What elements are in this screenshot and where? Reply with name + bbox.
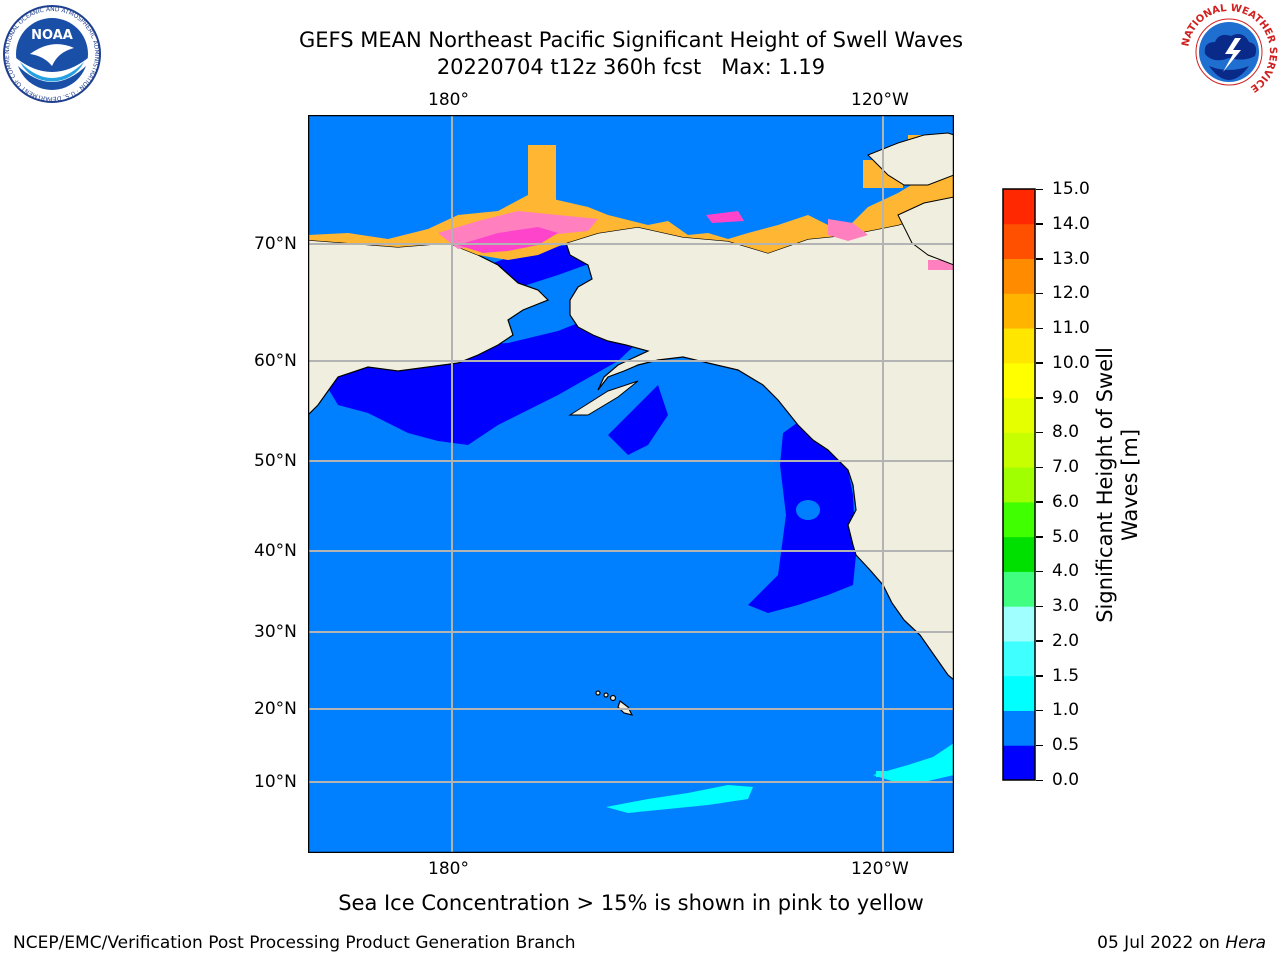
colorbar-segment	[1003, 223, 1035, 260]
footer-credit: NCEP/EMC/Verification Post Processing Pr…	[13, 933, 576, 953]
lat-label-70n: 70°N	[254, 234, 297, 254]
svg-text:NOAA: NOAA	[31, 28, 73, 43]
cyan-swell-regions	[606, 743, 954, 813]
colorbar-tick-label: 10.0	[1052, 352, 1090, 373]
colorbar-tick-mark	[1036, 640, 1043, 642]
graticule	[308, 115, 954, 853]
sea-ice-caption: Sea Ice Concentration > 15% is shown in …	[338, 891, 924, 915]
chart-subtitle: 20220704 t12z 360h fcst Max: 1.19	[436, 55, 826, 79]
colorbar-segment	[1003, 536, 1035, 572]
colorbar-tick-mark	[1036, 188, 1043, 190]
colorbar-tick-label: 11.0	[1052, 318, 1090, 339]
colorbar-segment	[1003, 606, 1035, 642]
noaa-logo: NOAA NATIONAL OCEANIC AND ATMOSPHERIC AD…	[2, 4, 101, 103]
colorbar-tick-mark	[1036, 744, 1043, 747]
top-lon-label-180: 180°	[428, 90, 469, 110]
colorbar-segment	[1003, 432, 1035, 468]
footer-host: Hera	[1225, 933, 1266, 953]
lat-label-30n: 30°N	[254, 622, 297, 642]
colorbar-tick-mark	[1036, 223, 1043, 225]
colorbar-tick-mark	[1036, 709, 1043, 712]
nws-logo: NATIONAL WEATHER SERVICE	[1180, 3, 1278, 100]
colorbar-tick-label: 6.0	[1052, 491, 1080, 512]
colorbar-tick-label: 4.0	[1052, 561, 1080, 582]
colorbar-segment	[1003, 258, 1035, 294]
colorbar-tick-mark	[1036, 466, 1043, 469]
colorbar-tick-mark	[1036, 501, 1043, 503]
lat-label-20n: 20°N	[254, 699, 297, 719]
lat-label-40n: 40°N	[254, 541, 297, 561]
bottom-lon-label-120w: 120°W	[851, 859, 909, 879]
bottom-lon-label-180: 180°	[428, 859, 469, 879]
colorbar-segment	[1003, 293, 1035, 329]
colorbar-segment	[1003, 328, 1035, 364]
colorbar-tick-mark	[1036, 258, 1043, 260]
colorbar-tick-label: 12.0	[1052, 283, 1090, 304]
colorbar-tick-mark	[1036, 536, 1043, 538]
colorbar-tick-mark	[1036, 779, 1043, 781]
colorbar-tick-mark	[1036, 327, 1043, 330]
map-panel	[308, 115, 954, 853]
top-lon-label-120w: 120°W	[851, 90, 909, 110]
map-frame	[308, 115, 954, 853]
colorbar-segment	[1003, 640, 1035, 677]
colorbar-tick-label: 0.0	[1052, 770, 1080, 790]
colorbar-tick-label: 14.0	[1052, 213, 1090, 234]
colorbar	[1002, 188, 1036, 781]
colorbar-tick-mark	[1036, 605, 1043, 608]
colorbar-segment	[1003, 571, 1035, 607]
colorbar-tick-mark	[1036, 397, 1043, 399]
colorbar-tick-label: 1.0	[1052, 700, 1080, 721]
colorbar-tick-label: 13.0	[1052, 248, 1090, 269]
colorbar-tick-label: 9.0	[1052, 387, 1080, 408]
colorbar-tick-label: 5.0	[1052, 526, 1080, 547]
lat-label-10n: 10°N	[254, 772, 297, 792]
colorbar-tick-mark	[1036, 570, 1043, 573]
footer-date: 05 Jul 2022 on Hera	[1097, 933, 1266, 953]
colorbar-tick-label: 15.0	[1052, 179, 1090, 199]
colorbar-tick-label: 7.0	[1052, 457, 1080, 478]
colorbar-segment	[1003, 675, 1035, 711]
colorbar-tick-label: 1.5	[1052, 665, 1080, 686]
colorbar-segment	[1003, 745, 1035, 781]
footer-date-text: 05 Jul 2022 on	[1097, 933, 1226, 953]
colorbar-tick-label: 0.5	[1052, 735, 1080, 756]
lat-label-60n: 60°N	[254, 351, 297, 371]
colorbar-segment	[1003, 467, 1035, 503]
colorbar-tick-mark	[1036, 675, 1043, 677]
colorbar-segment	[1003, 501, 1035, 538]
colorbar-segment	[1003, 362, 1035, 399]
colorbar-tick-mark	[1036, 292, 1043, 295]
colorbar-tick-label: 2.0	[1052, 630, 1080, 651]
colorbar-tick-mark	[1036, 362, 1043, 364]
colorbar-tick-label: 3.0	[1052, 596, 1080, 617]
lat-label-50n: 50°N	[254, 451, 297, 471]
chart-title: GEFS MEAN Northeast Pacific Significant …	[298, 28, 964, 52]
colorbar-segment	[1003, 710, 1035, 746]
colorbar-segments	[1003, 189, 1035, 781]
colorbar-tick-label: 8.0	[1052, 422, 1080, 443]
colorbar-tick-mark	[1036, 431, 1043, 434]
colorbar-segment	[1003, 189, 1035, 225]
colorbar-segment	[1003, 397, 1035, 433]
